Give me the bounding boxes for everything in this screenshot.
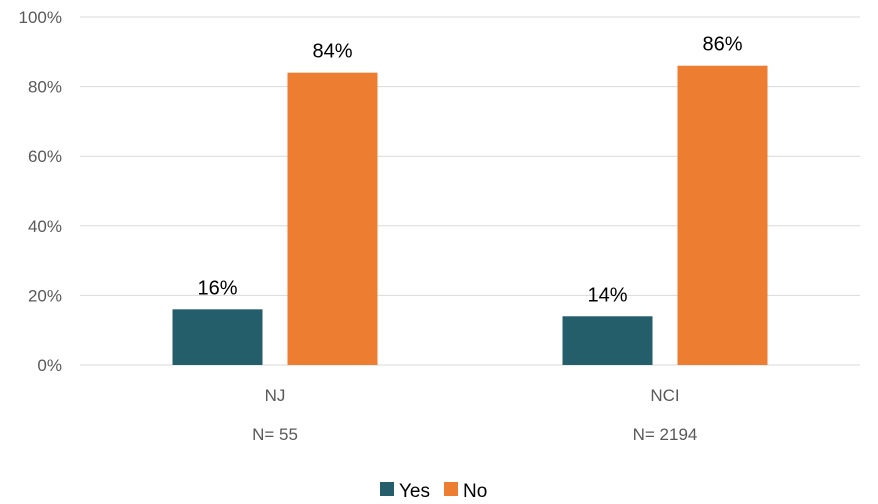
y-tick-label: 100% — [19, 8, 62, 27]
data-label: 86% — [702, 34, 742, 56]
y-tick-label: 80% — [28, 78, 62, 97]
y-tick-label: 40% — [28, 217, 62, 236]
y-tick-label: 0% — [37, 356, 62, 375]
bar-no-nj — [287, 72, 378, 366]
data-label: 16% — [197, 277, 237, 299]
y-axis-ticks: 0% 20% 40% 60% 80% 100% — [19, 8, 62, 375]
legend-swatch-no — [444, 482, 458, 496]
legend-label: Yes — [399, 481, 430, 502]
category-label: NJ — [265, 386, 286, 405]
legend: Yes No — [380, 481, 487, 502]
category-sublabel: N= 55 — [252, 425, 298, 444]
legend-label: No — [463, 481, 487, 502]
category-sublabel: N= 2194 — [633, 425, 698, 444]
y-tick-label: 60% — [28, 147, 62, 166]
data-labels: 16% 84% 14% 86% — [197, 34, 742, 307]
data-label: 84% — [312, 41, 352, 63]
data-label: 14% — [587, 284, 627, 306]
legend-swatch-yes — [380, 482, 394, 496]
category-label: NCI — [650, 386, 679, 405]
bar-no-nci — [677, 65, 768, 365]
bar-yes-nj — [172, 309, 263, 365]
category-labels: NJ N= 55 NCI N= 2194 — [252, 386, 697, 444]
bar-yes-nci — [562, 316, 653, 365]
y-tick-label: 20% — [28, 286, 62, 305]
bars — [172, 65, 768, 366]
